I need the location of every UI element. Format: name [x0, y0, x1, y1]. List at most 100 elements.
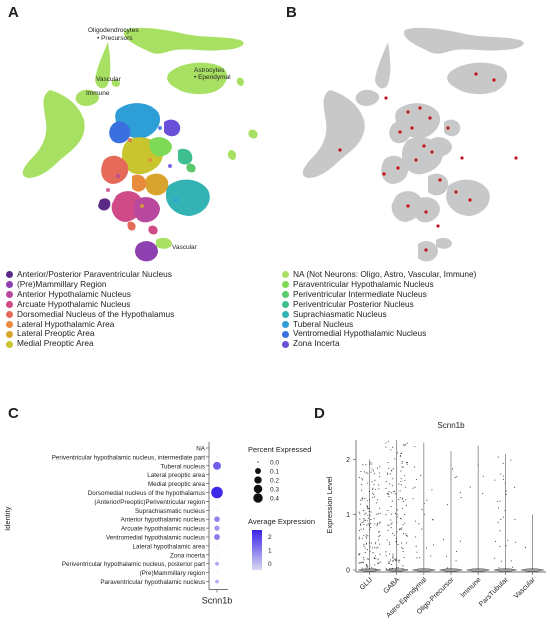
- violin-point: [456, 476, 458, 478]
- y-tick-label: Arcuate hypothalamic nucleus: [121, 526, 205, 533]
- size-legend-dot: [253, 484, 263, 494]
- violin-point: [363, 545, 365, 547]
- violin-point: [389, 483, 391, 485]
- violin-point: [401, 466, 403, 468]
- y-tick-label: Paraventricular hypothalamic nucleus: [100, 579, 205, 586]
- color-legend-title: Average Expression: [248, 517, 315, 526]
- violin-point: [389, 559, 392, 561]
- violin-point: [376, 513, 378, 515]
- size-legend-dot: [255, 468, 261, 474]
- violin-point: [374, 543, 376, 545]
- violin-point: [369, 546, 371, 548]
- violin-point: [378, 535, 380, 538]
- label-vascular-bottom: Vascular: [172, 244, 198, 251]
- violin-point: [361, 477, 363, 479]
- legend-item: Suprachiasmatic Nucleus: [282, 309, 476, 320]
- violin-point: [363, 519, 365, 521]
- violin-point: [367, 523, 369, 525]
- legend-swatch: [6, 340, 13, 348]
- violin-point: [360, 503, 362, 505]
- y-tick-label: Zona incerta: [170, 552, 205, 559]
- violin-point: [364, 552, 366, 554]
- violin-point: [364, 547, 366, 549]
- violin-point: [402, 444, 404, 446]
- violin-point: [397, 566, 399, 568]
- violin-point: [507, 539, 509, 541]
- legend-item: Lateral Preoptic Area: [6, 329, 174, 339]
- violin-point: [418, 523, 420, 525]
- violin-point: [390, 513, 392, 515]
- dot-point: [216, 483, 218, 485]
- legend-swatch: [282, 291, 289, 299]
- violin-point: [413, 466, 416, 468]
- x-tick-label: ParsTubular: [478, 576, 510, 608]
- violin-point: [504, 482, 506, 484]
- violin-point: [389, 543, 391, 545]
- violin-point: [390, 449, 392, 451]
- violin-point: [370, 526, 372, 529]
- violin-point: [394, 458, 396, 460]
- violin-point: [374, 564, 376, 566]
- violin-point: [363, 535, 365, 537]
- violin-point: [499, 545, 501, 547]
- grey-clusters: [302, 27, 524, 262]
- violin-point: [393, 490, 396, 492]
- dot-point: [211, 486, 223, 499]
- violin-point: [376, 502, 378, 504]
- violin-point: [404, 479, 406, 481]
- violin-point: [402, 565, 404, 567]
- violin-point: [405, 542, 408, 544]
- violin-point: [395, 537, 398, 540]
- violin-point: [511, 566, 514, 568]
- violin-point: [366, 558, 368, 560]
- violin-point: [358, 554, 360, 556]
- cluster-dorsomedial: [101, 155, 129, 184]
- violin-point: [387, 440, 389, 442]
- dot-point: [215, 561, 219, 566]
- legend-item: Ventromedial Hypothalamic Nucleus: [282, 329, 476, 339]
- violin-point: [420, 474, 422, 476]
- y-tick-label: (Pre)Mammillary region: [140, 570, 206, 577]
- violin-point: [365, 512, 367, 514]
- violin-point: [358, 476, 360, 478]
- violin-point: [399, 490, 401, 492]
- violin-point: [392, 556, 394, 558]
- violin-point: [477, 464, 479, 466]
- violin-point: [391, 469, 393, 471]
- color-legend-tick: 0: [268, 561, 272, 568]
- violin-point: [372, 470, 374, 472]
- violin-point: [398, 483, 400, 485]
- violin-point: [406, 463, 408, 465]
- violin-point: [482, 475, 484, 477]
- violin-point: [400, 484, 402, 486]
- violin-point: [494, 557, 496, 559]
- violin-point: [391, 522, 393, 524]
- legend-label: Lateral Hypothalamic Area: [17, 318, 115, 329]
- violin-point: [505, 490, 507, 492]
- violin-point: [371, 547, 373, 549]
- violin-point: [400, 452, 403, 454]
- violin-point: [396, 509, 398, 511]
- violin-point: [405, 535, 408, 537]
- violin-point: [387, 492, 389, 494]
- y-tick-label: Tuberal nucleus: [160, 463, 205, 470]
- oligodendrocyte-stream: [95, 42, 111, 89]
- y-tick-label: Periventricular hypothalamic nucleus, in…: [52, 454, 206, 461]
- violin-point: [376, 523, 379, 525]
- y-tick-label: Dorsomedial nucleus of the hypothalamus: [88, 490, 205, 497]
- violin-point: [369, 528, 371, 530]
- violin-point: [387, 493, 389, 495]
- violin-point: [454, 476, 456, 479]
- violin-point: [431, 489, 433, 491]
- violin-point: [497, 507, 499, 509]
- violin-point: [373, 484, 375, 486]
- violin-point: [368, 499, 371, 501]
- violin-point: [514, 486, 516, 488]
- y-tick-label: Periventricular hypothalamic nucleus, po…: [62, 561, 205, 568]
- violin-point: [367, 472, 369, 474]
- violin-point: [376, 524, 378, 526]
- violin-point: [392, 553, 394, 555]
- size-legend-dot: [257, 461, 259, 463]
- violin-point: [365, 534, 367, 536]
- violin-point: [379, 521, 381, 523]
